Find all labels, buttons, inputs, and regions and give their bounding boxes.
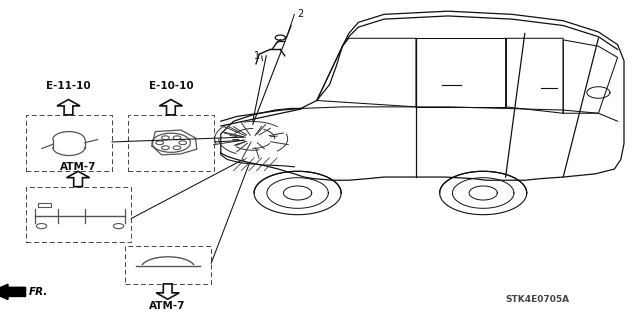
Text: ATM-7: ATM-7 — [149, 301, 186, 311]
Polygon shape — [0, 284, 26, 300]
Text: 1: 1 — [253, 51, 260, 61]
Bar — [38, 203, 51, 207]
Polygon shape — [57, 100, 80, 115]
Bar — [128, 115, 214, 171]
Bar — [125, 246, 211, 284]
Text: STK4E0705A: STK4E0705A — [506, 295, 570, 304]
Text: ATM-7: ATM-7 — [60, 162, 97, 172]
Text: 2: 2 — [298, 9, 304, 19]
Polygon shape — [159, 100, 182, 115]
Text: E-10-10: E-10-10 — [148, 81, 193, 91]
Polygon shape — [156, 284, 179, 299]
Bar — [26, 115, 112, 171]
Text: FR.: FR. — [29, 287, 48, 297]
Bar — [26, 187, 131, 242]
Polygon shape — [67, 171, 90, 187]
Text: E-11-10: E-11-10 — [46, 81, 91, 91]
